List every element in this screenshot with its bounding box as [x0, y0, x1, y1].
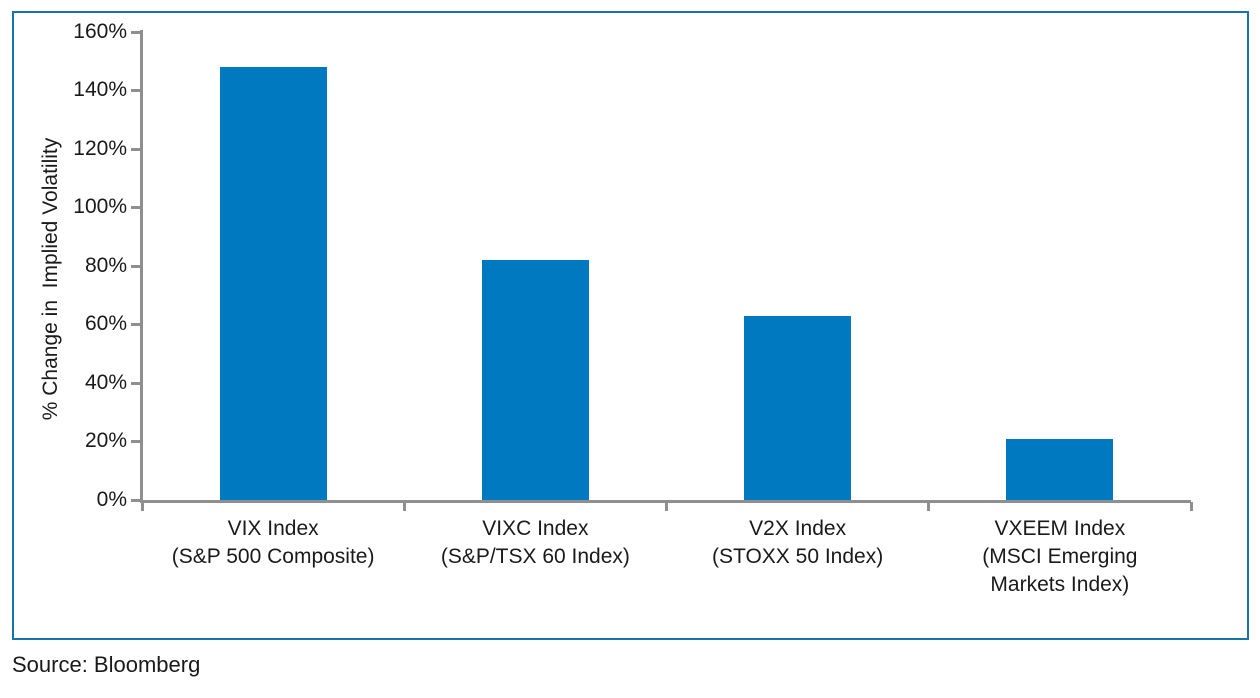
- category-label-line: VIX Index: [227, 517, 319, 540]
- y-axis-tick-label: 140%: [73, 78, 127, 102]
- x-axis-tick: [402, 502, 406, 511]
- category-label-line: VXEEM Index: [994, 517, 1126, 540]
- y-axis-tick-label: 20%: [84, 429, 127, 453]
- y-axis-tick: [131, 381, 141, 385]
- y-axis-tick: [131, 206, 141, 210]
- bar-0: [219, 66, 327, 500]
- y-axis-tick: [131, 323, 141, 327]
- category-label-line: (S&P/TSX 60 Index): [440, 545, 630, 568]
- bar-1: [481, 259, 589, 500]
- category-label-line: (S&P 500 Composite): [171, 545, 375, 568]
- category-label-line: (STOXX 50 Index): [712, 545, 884, 568]
- category-label-line: V2X Index: [749, 517, 847, 540]
- y-axis-tick-label: 160%: [73, 19, 127, 43]
- x-axis-tick: [927, 502, 931, 511]
- y-axis-tick: [131, 147, 141, 151]
- y-axis-tick: [131, 440, 141, 444]
- category-label-line: VIXC Index: [482, 517, 589, 540]
- y-axis-tick-label: 0%: [96, 488, 127, 511]
- y-axis-tick-label: 120%: [73, 136, 127, 160]
- category-label-1: VIXC Index (S&P/TSX 60 Index): [404, 515, 666, 571]
- y-axis-tick-label: 60%: [84, 312, 127, 336]
- category-label-2: V2X Index (STOXX 50 Index): [667, 515, 929, 571]
- bar-2: [744, 315, 852, 500]
- x-axis-tick: [1189, 502, 1193, 511]
- bar-3: [1006, 438, 1114, 500]
- y-axis-tick: [131, 264, 141, 268]
- x-axis-tick: [665, 502, 668, 511]
- y-axis-tick: [131, 499, 141, 502]
- category-label-line: (MSCI Emerging: [982, 545, 1138, 568]
- chart-frame: % Change in Implied Volatility: [12, 11, 1249, 640]
- y-axis-tick: [131, 89, 141, 93]
- category-label-0: VIX Index (S&P 500 Composite): [142, 515, 404, 571]
- y-axis-tick-label: 40%: [84, 370, 127, 394]
- category-label-line: Markets Index): [990, 573, 1130, 596]
- category-label-3: VXEEM Index (MSCI Emerging Markets Index): [929, 515, 1191, 599]
- source-note: Source: Bloomberg: [12, 652, 201, 677]
- y-axis-tick-label: 80%: [84, 253, 127, 277]
- x-axis-line: [140, 500, 1191, 503]
- y-axis-line: [140, 29, 143, 503]
- x-axis-tick: [140, 502, 144, 511]
- y-axis-tick-label: 100%: [73, 195, 127, 219]
- y-axis-tick: [131, 30, 141, 34]
